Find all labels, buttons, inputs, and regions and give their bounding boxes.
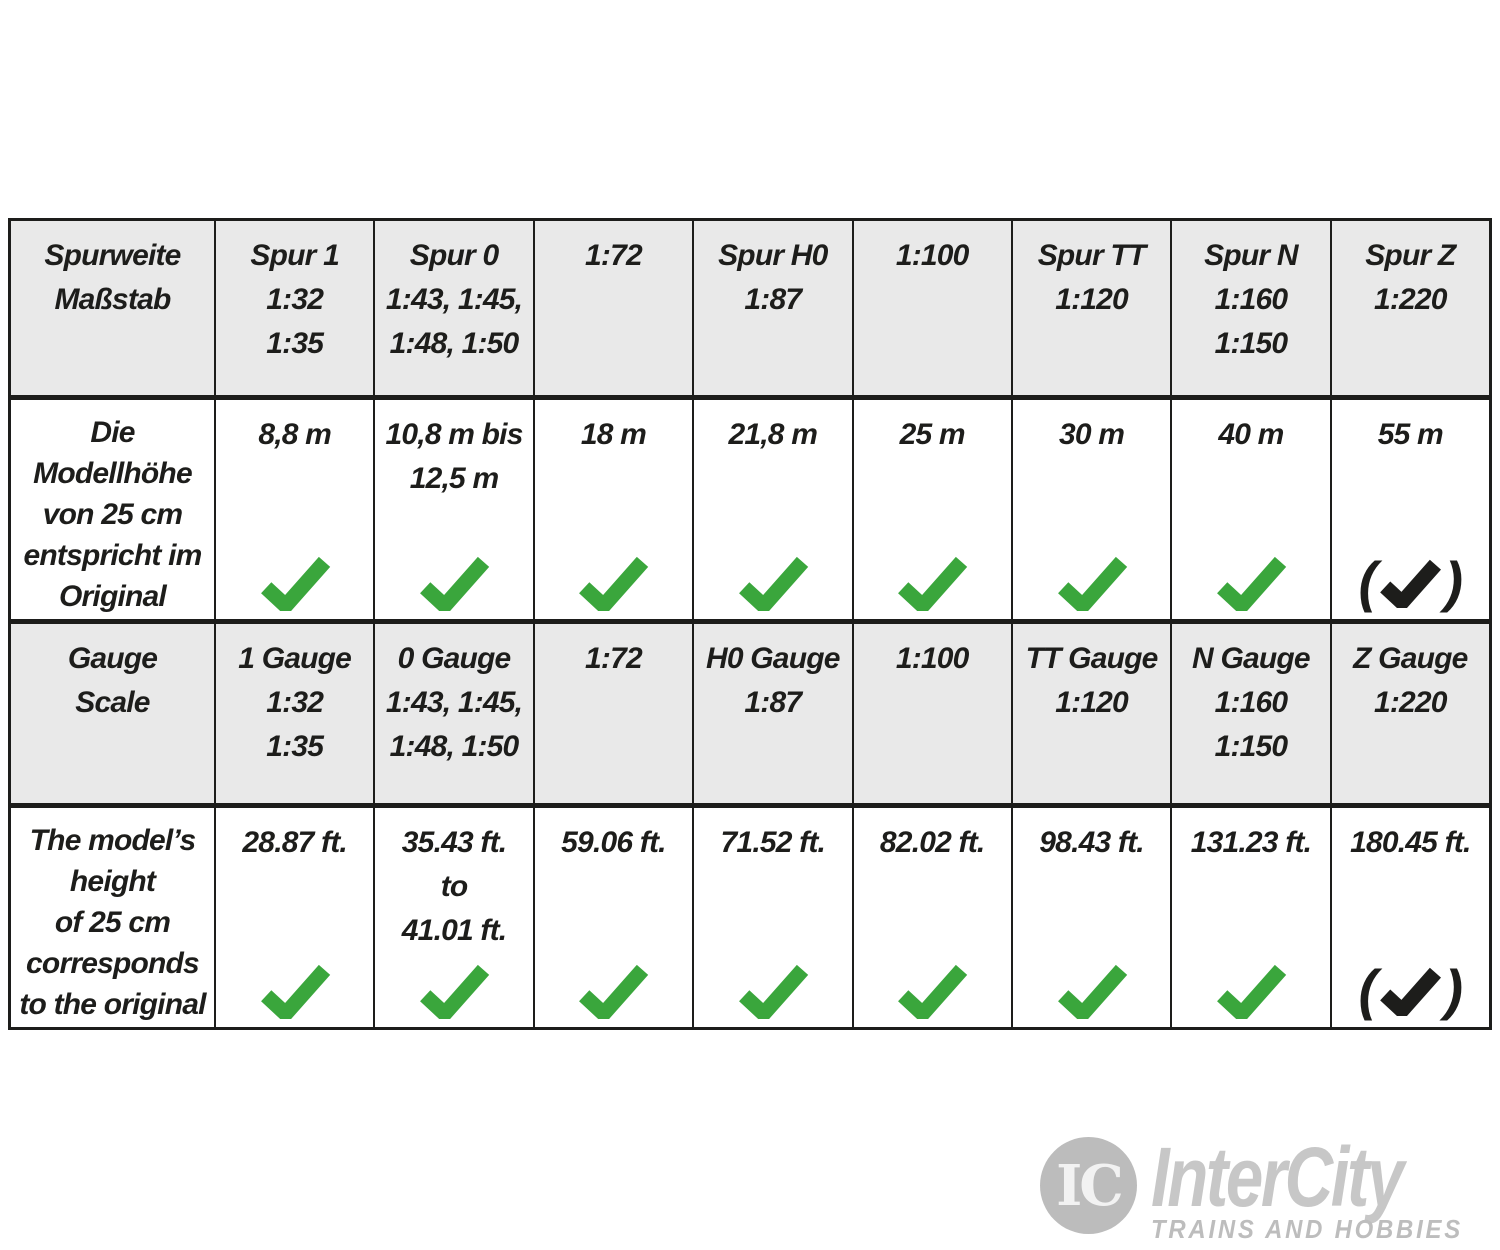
table-cell-1-72: 1:72 xyxy=(534,221,693,395)
table-cell-spur-z: Spur Z 1:220 xyxy=(1331,221,1489,395)
table-cell-ft-1-72: 59.06 ft. ( ) xyxy=(534,808,693,1027)
table-row-gauge-scale: Gauge Scale 1 Gauge 1:32 1:35 0 Gauge 1:… xyxy=(11,624,1489,803)
cell-value: 25 m xyxy=(899,418,966,451)
table-cell-ft-1gauge: 28.87 ft. ( ) xyxy=(216,808,374,1027)
table-row-spurweite-massstab: Spurweite Maßstab Spur 1 1:32 1:35 Spur … xyxy=(11,221,1489,395)
table-cell-height-spur0: 10,8 m bis 12,5 m ( ) xyxy=(375,400,533,619)
table-cell-ft-zgauge: 180.45 ft. ( ) xyxy=(1331,808,1489,1027)
checkmark-glyph xyxy=(898,964,968,1019)
table-cell-height-spurh0: 21,8 m ( ) xyxy=(694,400,852,619)
checkmark-glyph xyxy=(738,964,808,1019)
check-icon: ( ) xyxy=(1172,553,1329,611)
cell-value: 131.23 ft. xyxy=(1190,826,1312,859)
scale-conversion-table: Spurweite Maßstab Spur 1 1:32 1:35 Spur … xyxy=(8,218,1492,1030)
table-row-modellhoehe: Die Modellhöhe von 25 cm entspricht im O… xyxy=(11,400,1489,619)
checkmark-glyph xyxy=(579,556,649,611)
logo-text: InterCity TRAINS AND HOBBIES xyxy=(1151,1130,1490,1244)
cell-value: 180.45 ft. xyxy=(1350,826,1471,859)
cell-value: 59.06 ft. xyxy=(561,826,666,859)
table-cell-height-spurn: 40 m ( ) xyxy=(1172,400,1330,619)
cell-value: 18 m xyxy=(580,418,647,451)
checkmark-glyph xyxy=(579,964,649,1019)
cell-value: 21,8 m xyxy=(728,418,818,451)
checkmark-glyph xyxy=(420,964,490,1019)
table-cell-tt-gauge: TT Gauge 1:120 xyxy=(1012,624,1171,803)
check-icon: ( ) xyxy=(1172,961,1329,1019)
table-cell-height-spur1: 8,8 m ( ) xyxy=(216,400,374,619)
checkmark-glyph xyxy=(260,964,330,1019)
paren-open: ( xyxy=(1358,550,1377,613)
table-cell-1-72-en: 1:72 xyxy=(534,624,693,803)
check-icon: ( ) xyxy=(375,961,532,1019)
paren-close: ) xyxy=(1444,550,1463,613)
row-label-spurweite-massstab: Spurweite Maßstab xyxy=(11,221,214,395)
table-cell-height-1-100: 25 m ( ) xyxy=(853,400,1011,619)
checkmark-glyph xyxy=(898,556,968,611)
table-cell-0-gauge: 0 Gauge 1:43, 1:45, 1:48, 1:50 xyxy=(375,624,533,803)
table-cell-height-spurz: 55 m ( ) xyxy=(1331,400,1489,619)
cell-value: 55 m xyxy=(1377,418,1444,451)
check-icon: ( ) xyxy=(216,961,373,1019)
checkmark-glyph xyxy=(1057,964,1127,1019)
checkmark-glyph xyxy=(1217,556,1287,611)
table-cell-1-100: 1:100 xyxy=(853,221,1011,395)
cell-value: 10,8 m bis 12,5 m xyxy=(385,418,524,495)
checkmark-glyph xyxy=(738,556,808,611)
row-label-model-height: The model’s height of 25 cm corresponds … xyxy=(11,808,214,1027)
check-icon: ( ) xyxy=(1013,553,1170,611)
table-cell-spur-h0: Spur H0 1:87 xyxy=(694,221,852,395)
checkmark-glyph xyxy=(420,556,490,611)
checkmark-glyph xyxy=(1057,556,1127,611)
table-row-model-height: The model’s height of 25 cm corresponds … xyxy=(11,808,1489,1027)
check-icon: ( ) xyxy=(694,961,851,1019)
checkmark-glyph xyxy=(1380,559,1442,608)
cell-value: 35.43 ft. to 41.01 ft. xyxy=(401,826,507,947)
check-icon: ( ) xyxy=(1332,961,1489,1019)
intercity-logo-icon: IC xyxy=(1040,1137,1137,1234)
cell-value: 71.52 ft. xyxy=(720,826,826,859)
logo-name: InterCity xyxy=(1151,1130,1404,1224)
check-icon: ( ) xyxy=(694,553,851,611)
table-cell-ft-h0gauge: 71.52 ft. ( ) xyxy=(694,808,852,1027)
check-icon: ( ) xyxy=(854,961,1011,1019)
table-cell-spur-n: Spur N 1:160 1:150 xyxy=(1172,221,1330,395)
table-cell-ft-ngauge: 131.23 ft. ( ) xyxy=(1172,808,1330,1027)
table-cell-height-1-72: 18 m ( ) xyxy=(534,400,693,619)
paren-open: ( xyxy=(1358,958,1377,1021)
table-cell-ft-1-100: 82.02 ft. ( ) xyxy=(853,808,1011,1027)
check-icon: ( ) xyxy=(375,553,532,611)
table-cell-h0-gauge: H0 Gauge 1:87 xyxy=(694,624,852,803)
table-cell-ft-ttgauge: 98.43 ft. ( ) xyxy=(1012,808,1171,1027)
logo-monogram: IC xyxy=(1056,1152,1124,1219)
check-icon: ( ) xyxy=(535,961,692,1019)
cell-value: 8,8 m xyxy=(258,418,332,451)
check-icon: ( ) xyxy=(216,553,373,611)
table-cell-1-100-en: 1:100 xyxy=(853,624,1011,803)
table-cell-1-gauge: 1 Gauge 1:32 1:35 xyxy=(216,624,374,803)
checkmark-glyph xyxy=(260,556,330,611)
row-label-modellhoehe: Die Modellhöhe von 25 cm entspricht im O… xyxy=(11,400,214,619)
cell-value: 30 m xyxy=(1058,418,1125,451)
intercity-logo: IC InterCity TRAINS AND HOBBIES xyxy=(1040,1130,1490,1244)
table-cell-z-gauge: Z Gauge 1:220 xyxy=(1331,624,1489,803)
cell-value: 82.02 ft. xyxy=(879,826,985,859)
table-cell-height-spurtt: 30 m ( ) xyxy=(1012,400,1171,619)
check-icon: ( ) xyxy=(1013,961,1170,1019)
cell-value: 28.87 ft. xyxy=(242,826,347,859)
table-cell-spur-0: Spur 0 1:43, 1:45, 1:48, 1:50 xyxy=(375,221,533,395)
table-cell-spur-1: Spur 1 1:32 1:35 xyxy=(216,221,374,395)
check-icon: ( ) xyxy=(1332,553,1489,611)
cell-value: 98.43 ft. xyxy=(1039,826,1144,859)
paren-close: ) xyxy=(1444,958,1463,1021)
checkmark-glyph xyxy=(1380,967,1442,1016)
checkmark-glyph xyxy=(1217,964,1287,1019)
table-cell-spur-tt: Spur TT 1:120 xyxy=(1012,221,1171,395)
table-cell-ft-0gauge: 35.43 ft. to 41.01 ft. ( ) xyxy=(375,808,533,1027)
check-icon: ( ) xyxy=(854,553,1011,611)
logo-tagline: TRAINS AND HOBBIES xyxy=(1151,1214,1463,1244)
row-label-gauge-scale: Gauge Scale xyxy=(11,624,214,803)
table-cell-n-gauge: N Gauge 1:160 1:150 xyxy=(1172,624,1330,803)
cell-value: 40 m xyxy=(1218,418,1284,451)
check-icon: ( ) xyxy=(535,553,692,611)
